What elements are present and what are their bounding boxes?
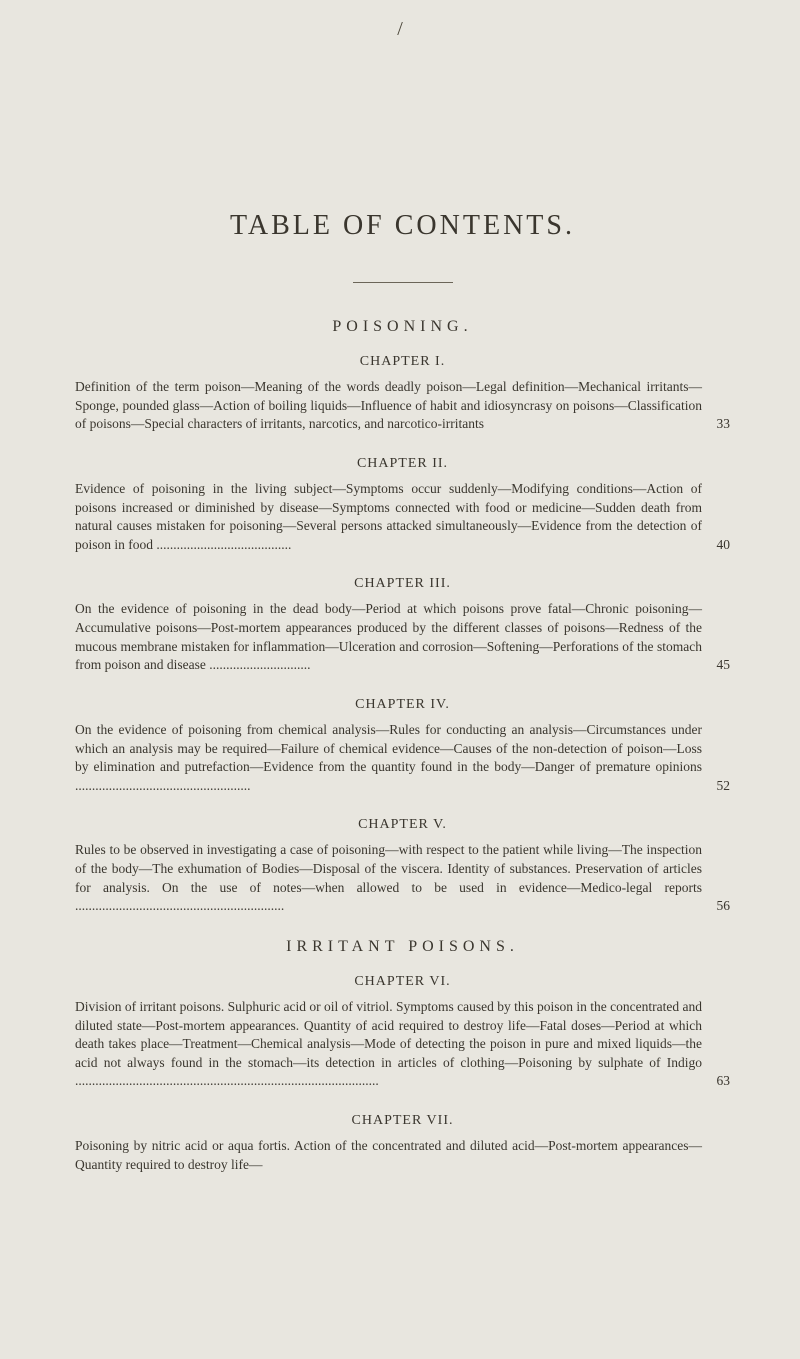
chapter-block: CHAPTER III. On the evidence of poisonin… <box>75 576 730 675</box>
chapter-head: CHAPTER VI. <box>75 974 730 990</box>
chapter-entry: Division of irritant poisons. Sulphuric … <box>75 998 730 1091</box>
chapter-entry: On the evidence of poisoning from chemic… <box>75 721 730 796</box>
slash-mark: / <box>397 18 403 41</box>
chapter-block: CHAPTER I. Definition of the term poison… <box>75 354 730 434</box>
chapter-head: CHAPTER II. <box>75 456 730 472</box>
chapter-head: CHAPTER V. <box>75 817 730 833</box>
chapter-block: CHAPTER VI. Division of irritant poisons… <box>75 974 730 1091</box>
page-number: 45 <box>717 656 731 675</box>
divider <box>353 282 453 283</box>
page-number: 52 <box>717 777 731 796</box>
section-title-irritant: IRRITANT POISONS. <box>75 938 730 956</box>
chapter-head: CHAPTER III. <box>75 576 730 592</box>
chapter-block: CHAPTER V. Rules to be observed in inves… <box>75 817 730 916</box>
chapter-entry: Definition of the term poison—Meaning of… <box>75 378 730 434</box>
chapter-block: CHAPTER II. Evidence of poisoning in the… <box>75 456 730 555</box>
section-title-poisoning: POISONING. <box>75 318 730 336</box>
chapter-text: Definition of the term poison—Meaning of… <box>75 378 702 434</box>
chapter-head: CHAPTER IV. <box>75 697 730 713</box>
chapter-text: Poisoning by nitric acid or aqua fortis.… <box>75 1137 702 1174</box>
chapter-entry: Poisoning by nitric acid or aqua fortis.… <box>75 1137 730 1174</box>
chapter-entry: Evidence of poisoning in the living subj… <box>75 480 730 555</box>
chapter-text: Evidence of poisoning in the living subj… <box>75 480 702 555</box>
chapter-head: CHAPTER I. <box>75 354 730 370</box>
page-number: 33 <box>717 415 731 434</box>
chapter-text: On the evidence of poisoning from chemic… <box>75 721 702 796</box>
page-number: 63 <box>717 1072 731 1091</box>
chapter-entry: On the evidence of poisoning in the dead… <box>75 600 730 675</box>
main-title: TABLE OF CONTENTS. <box>75 210 730 242</box>
chapter-entry: Rules to be observed in investigating a … <box>75 841 730 916</box>
chapter-text: On the evidence of poisoning in the dead… <box>75 600 702 675</box>
chapter-text: Rules to be observed in investigating a … <box>75 841 702 916</box>
chapter-block: CHAPTER IV. On the evidence of poisoning… <box>75 697 730 796</box>
chapter-block: CHAPTER VII. Poisoning by nitric acid or… <box>75 1113 730 1174</box>
page-number: 40 <box>717 536 731 555</box>
page-number: 56 <box>717 897 731 916</box>
chapter-head: CHAPTER VII. <box>75 1113 730 1129</box>
chapter-text: Division of irritant poisons. Sulphuric … <box>75 998 702 1091</box>
